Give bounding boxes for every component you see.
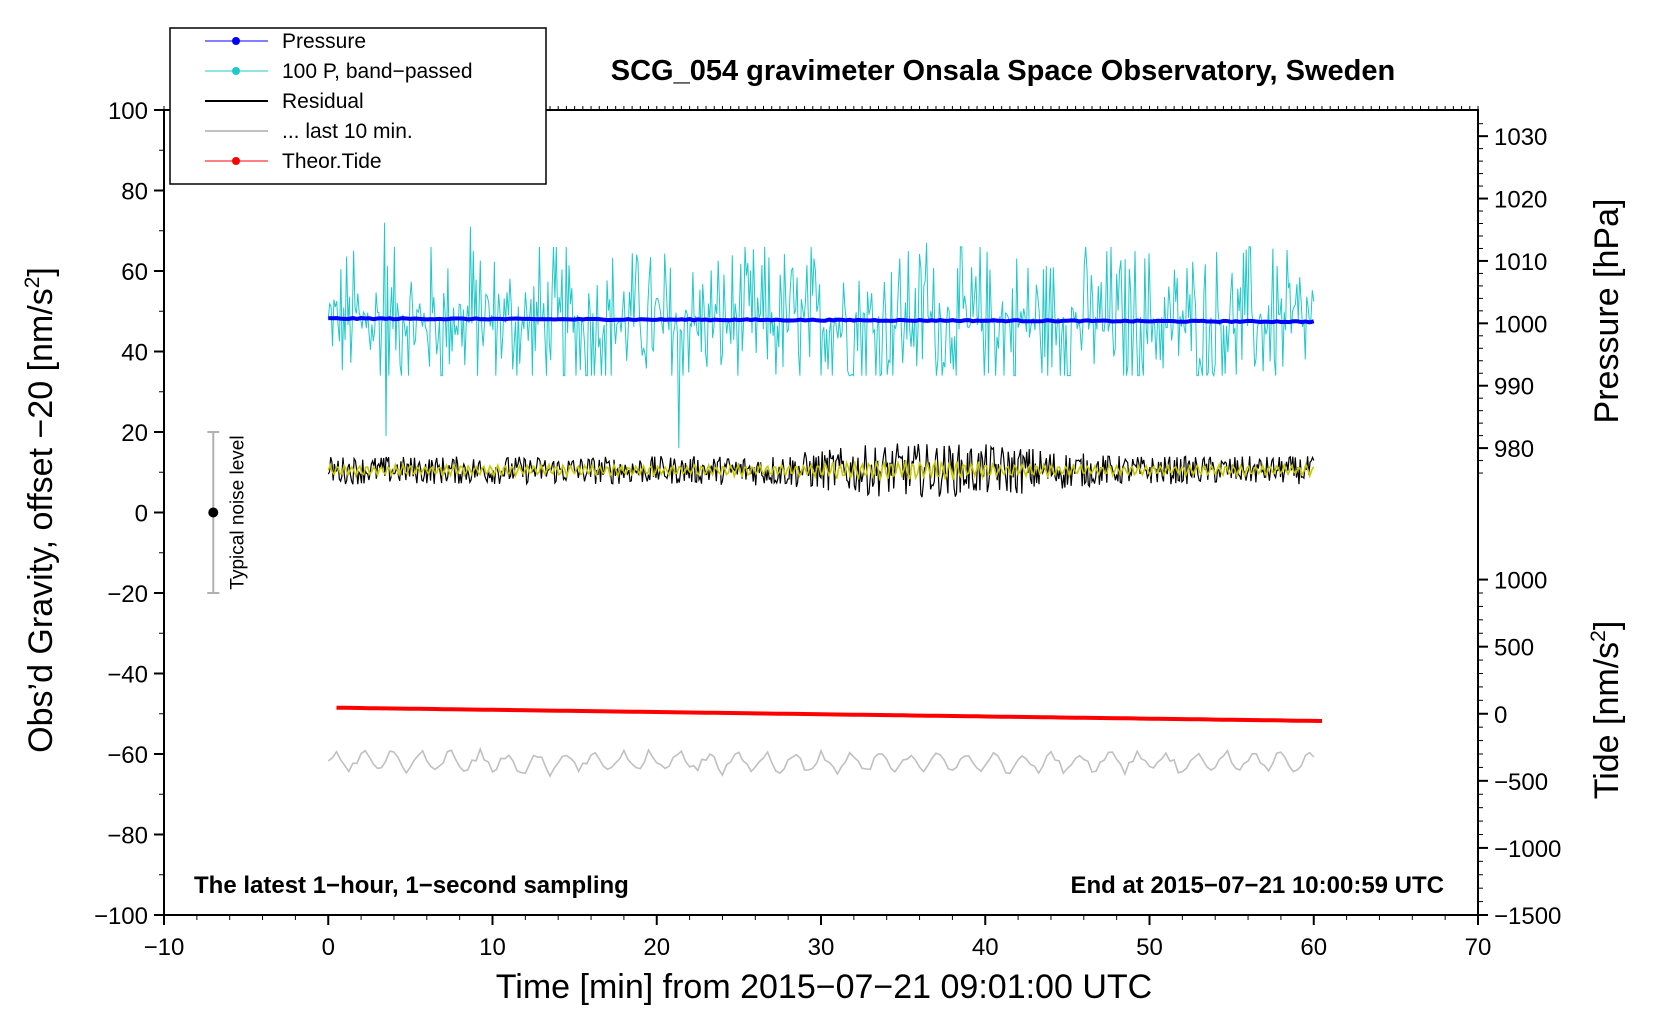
sampling-annotation: The latest 1−hour, 1−second sampling [194,872,629,899]
series-layer [327,222,1323,778]
pressure-axis-title: Pressure [hPa] [1588,199,1626,424]
pressure-tick-label: 1020 [1494,187,1547,214]
y-axis-title-sup: 2 [21,277,44,289]
y-axis-title-main: Obs’d Gravity, offset −20 [nm/s [22,288,60,753]
x-tick-label: −10 [144,934,185,961]
pressure-tick-label: 1030 [1494,124,1547,151]
noise-label: Typical noise level [227,435,248,589]
tide-tick-label: 0 [1494,702,1507,729]
y-tick-label: −100 [94,903,148,930]
x-tick-label: 70 [1465,934,1492,961]
series-theor-tide-line [336,705,1323,723]
tide-tick-label: 500 [1494,635,1534,662]
legend-marker-band-passed [232,67,240,75]
y-axis-title: Obs’d Gravity, offset −20 [nm/s2] [21,267,60,753]
x-tick-label: 40 [972,934,999,961]
y-tick-label: 60 [121,259,148,286]
legend-label-residual: Residual [282,90,364,113]
pressure-tick-label: 1010 [1494,249,1547,276]
pressure-tick-label: 980 [1494,436,1534,463]
y-tick-label: 80 [121,179,148,206]
tide-axis-title-end: ] [1588,621,1626,630]
legend-label-last-10-min: ... last 10 min. [282,120,413,143]
tide-tick-label: −1000 [1494,836,1561,863]
series-last-10-min-line [327,746,1315,778]
x-axis-title: Time [min] from 2015−07−21 09:01:00 UTC [496,968,1152,1006]
series-band-passed-line [327,222,1315,449]
x-tick-label: 30 [808,934,835,961]
series-residual-smoothed-line [327,459,1315,481]
noise-center-dot [208,507,219,518]
y-tick-label: 20 [121,420,148,447]
legend-label-pressure: Pressure [282,30,366,53]
tide-axis-title-sup: 2 [1587,630,1610,642]
legend-marker-pressure [232,37,240,45]
y-tick-label: −20 [107,581,148,608]
legend-item-pressure: Pressure [205,30,366,53]
legend-item-residual: Residual [205,90,364,113]
legend-label-theor-tide: Theor.Tide [282,150,382,173]
legend-item-band-passed: 100 P, band−passed [205,60,473,83]
y-tick-label: −40 [107,662,148,689]
legend-item-last-10-min: ... last 10 min. [205,120,413,143]
tide-tick-label: 1000 [1494,568,1547,595]
series-residual-line [327,443,1315,498]
y-axis-title-end: ] [22,267,60,276]
y-tick-label: −60 [107,742,148,769]
axis-ticks: −10 0 10 20 30 40 50 60 70100806040200−20−40−60−… [94,98,1561,961]
legend-box [169,27,547,185]
legend-marker-theor-tide [232,157,240,165]
tide-axis-title-main: Tide [nm/s [1588,642,1626,799]
y-tick-label: 100 [108,98,148,125]
legend: Pressure 100 P, band−passed Residual ...… [169,27,547,185]
y-tick-label: 40 [121,340,148,367]
tide-axis-title: Tide [nm/s2] [1587,621,1626,800]
x-tick-label: 50 [1136,934,1163,961]
x-tick-label: 0 [322,934,335,961]
x-tick-label: 10 [479,934,506,961]
y-tick-label: −80 [107,823,148,850]
y-tick-label: 0 [135,501,148,528]
x-tick-label: 20 [643,934,670,961]
pressure-tick-label: 990 [1494,374,1534,401]
chart-title: SCG_054 gravimeter Onsala Space Observat… [611,55,1395,87]
legend-item-theor-tide: Theor.Tide [205,150,382,173]
end-time-annotation: End at 2015−07−21 10:00:59 UTC [1070,872,1444,899]
tide-tick-label: −500 [1494,769,1548,796]
plot-frame [163,109,1479,916]
series-pressure-line [328,315,1315,325]
pressure-tick-label: 1000 [1494,311,1547,338]
x-tick-label: 60 [1300,934,1327,961]
tide-tick-label: −1500 [1494,903,1561,930]
legend-label-band-passed: 100 P, band−passed [282,60,473,83]
noise-level-indicator: Typical noise level [207,431,248,594]
